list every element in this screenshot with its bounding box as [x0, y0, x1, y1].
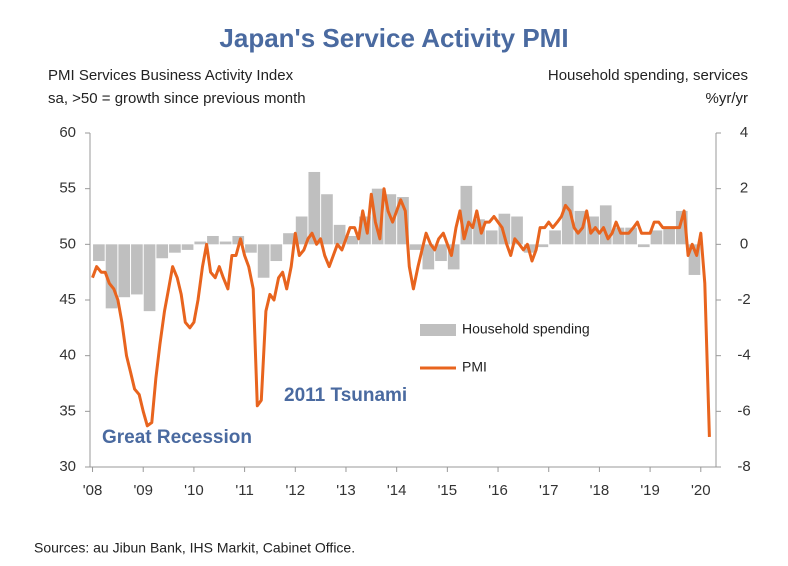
bar [283, 233, 295, 245]
x-tick-label: '20 [691, 482, 711, 499]
bar [169, 244, 181, 253]
x-tick-label: '08 [83, 482, 103, 499]
bar [422, 244, 435, 270]
y2-tick-label: 4 [740, 124, 748, 141]
bar [435, 244, 447, 262]
x-tick-label: '14 [387, 482, 407, 499]
bar [650, 230, 663, 245]
y2-tick-label: -6 [737, 402, 750, 419]
x-tick-label: '16 [488, 482, 508, 499]
bar [637, 244, 650, 248]
bar [663, 227, 675, 245]
bar [232, 235, 245, 245]
bar [194, 241, 207, 245]
y2-tick-label: -8 [737, 458, 750, 475]
y2-tick-label: -2 [737, 291, 750, 308]
bar [207, 235, 219, 245]
x-tick-label: '12 [286, 482, 306, 499]
bar [321, 194, 333, 245]
bar [397, 197, 409, 245]
y2-tick-label: -4 [737, 347, 750, 364]
legend-label: PMI [462, 359, 487, 375]
legend-swatch [420, 324, 456, 336]
y-axis-label: sa, >50 = growth since previous month [48, 90, 306, 107]
bar [498, 213, 511, 245]
y-tick-label: 30 [59, 458, 76, 475]
bar [359, 216, 371, 245]
x-tick-label: '18 [590, 482, 610, 499]
line [91, 187, 711, 437]
bar [181, 244, 194, 250]
x-tick-label: '10 [184, 482, 204, 499]
bar [270, 244, 283, 262]
y-tick-label: 55 [59, 180, 76, 197]
bar [409, 244, 422, 250]
chart-title: Japan's Service Activity PMI [219, 23, 568, 53]
bar [675, 210, 688, 245]
bar [257, 244, 270, 278]
annotation: Great Recession [102, 427, 252, 448]
bar [156, 244, 169, 259]
x-tick-label: '13 [336, 482, 356, 499]
bar [105, 244, 118, 309]
y-tick-label: 45 [59, 291, 76, 308]
bar [612, 227, 625, 245]
y-tick-label: 60 [59, 124, 76, 141]
annotation: 2011 Tsunami [284, 385, 407, 406]
bar [536, 244, 549, 248]
bar [574, 210, 587, 245]
y-axis-label: PMI Services Business Activity Index [48, 67, 294, 84]
bar [599, 205, 612, 245]
bar [549, 230, 561, 245]
bar [473, 219, 485, 245]
bar [346, 235, 359, 245]
legend-label: Household spending [462, 321, 590, 337]
x-tick-label: '17 [539, 482, 559, 499]
source-note: Sources: au Jibun Bank, IHS Markit, Cabi… [34, 540, 355, 556]
bar [245, 244, 257, 253]
bar [561, 185, 574, 245]
x-tick-label: '15 [438, 482, 458, 499]
bar [143, 244, 156, 312]
bar [625, 227, 637, 245]
y2-axis-label: %yr/yr [706, 90, 749, 107]
y2-tick-label: 0 [740, 235, 748, 252]
bar [295, 216, 308, 245]
bar [131, 244, 143, 295]
bar [511, 216, 523, 245]
x-tick-label: '11 [235, 482, 253, 499]
y-tick-label: 40 [59, 347, 76, 364]
bar [371, 188, 384, 245]
bar [485, 230, 498, 245]
bar [333, 224, 346, 245]
bar [447, 244, 460, 270]
y-tick-label: 35 [59, 402, 76, 419]
y2-tick-label: 2 [740, 180, 748, 197]
bar [118, 244, 131, 298]
x-tick-label: '19 [640, 482, 660, 499]
bar [460, 185, 473, 245]
y-tick-label: 50 [59, 235, 76, 252]
bar [308, 171, 321, 245]
bar [219, 241, 232, 245]
x-tick-label: '09 [133, 482, 153, 499]
y2-axis-label: Household spending, services [548, 67, 748, 84]
bar [688, 244, 701, 275]
bar [93, 244, 105, 262]
